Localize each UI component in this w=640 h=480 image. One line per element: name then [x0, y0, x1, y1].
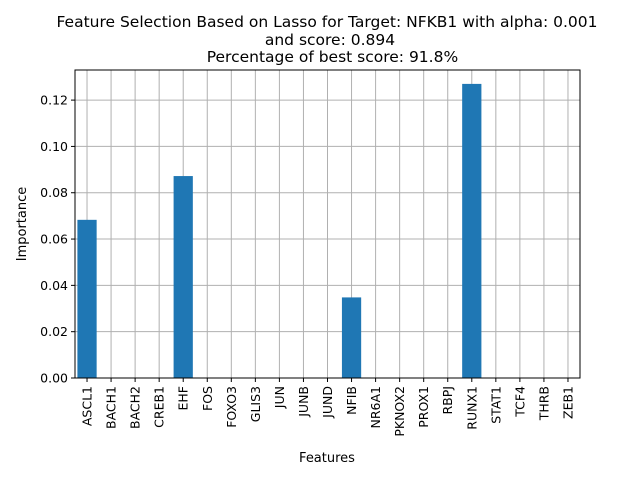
bar-runx1	[462, 83, 482, 378]
x-tick-label: RUNX1	[464, 386, 479, 430]
x-tick-label: RBPJ	[440, 386, 455, 415]
y-tick-label: 0.00	[40, 371, 68, 386]
x-tick-label: PKNOX2	[392, 386, 407, 437]
title-line-1: Feature Selection Based on Lasso for Tar…	[56, 13, 597, 31]
x-tick-label: BACH1	[104, 386, 119, 429]
x-tick-label: CREB1	[152, 386, 167, 428]
y-axis-label: Importance	[15, 187, 30, 262]
x-tick-label: EHF	[176, 386, 191, 411]
chart-title: Feature Selection Based on Lasso for Tar…	[56, 13, 597, 66]
x-tick-label: TCF4	[512, 386, 527, 418]
x-tick-label: NFIB	[344, 386, 359, 415]
x-tick-label: JUNB	[296, 386, 311, 418]
y-tick-label: 0.04	[40, 278, 68, 293]
y-tick-label: 0.06	[40, 232, 68, 247]
x-tick-label: FOXO3	[224, 386, 239, 428]
y-tick-label: 0.10	[40, 139, 68, 154]
x-tick-label: THRB	[536, 386, 551, 421]
grid	[75, 70, 580, 379]
bars	[77, 83, 482, 378]
bar-ascl1	[77, 219, 97, 378]
x-tick-label: STAT1	[488, 386, 503, 424]
x-axis: ASCL1 BACH1 BACH2 CREB1 EHF FOS FOXO3 GLIS3 JUN J…	[80, 378, 575, 437]
x-tick-label: NR6A1	[368, 386, 383, 429]
bar-nfib	[341, 297, 362, 378]
x-axis-label: Features	[299, 451, 355, 466]
title-line-2: and score: 0.894	[265, 31, 395, 49]
title-line-3: Percentage of best score: 91.8%	[202, 48, 458, 66]
x-tick-label: JUN	[272, 386, 287, 409]
x-tick-label: FOS	[200, 386, 215, 411]
x-tick-label: GLIS3	[248, 386, 263, 422]
y-tick-label: 0.12	[40, 93, 68, 108]
y-tick-label: 0.02	[40, 324, 68, 339]
x-tick-label: JUND	[320, 386, 335, 419]
x-tick-label: PROX1	[416, 386, 431, 428]
y-tick-label: 0.08	[40, 185, 68, 200]
bar-ehf	[173, 176, 193, 378]
x-tick-label: ZEB1	[560, 386, 575, 419]
x-tick-label: BACH2	[128, 386, 143, 429]
y-axis: 0.00 0.02 0.04 0.06 0.08 0.10 0.12	[40, 93, 75, 386]
x-tick-label: ASCL1	[80, 386, 95, 426]
